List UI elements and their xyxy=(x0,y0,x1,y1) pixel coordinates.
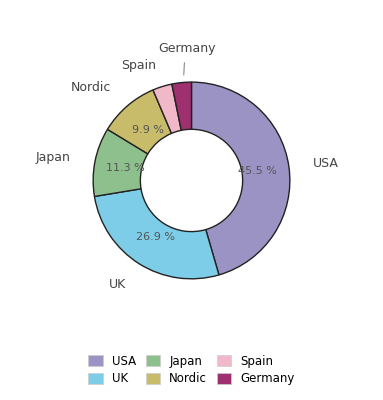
Text: Germany: Germany xyxy=(158,42,215,55)
Wedge shape xyxy=(153,84,181,133)
Wedge shape xyxy=(172,82,192,130)
Text: Japan: Japan xyxy=(36,150,71,164)
Legend: USA, UK, Japan, Nordic, Spain, Germany: USA, UK, Japan, Nordic, Spain, Germany xyxy=(84,350,299,390)
Wedge shape xyxy=(95,189,219,279)
Text: 9.9 %: 9.9 % xyxy=(132,125,164,135)
Wedge shape xyxy=(93,129,148,196)
Wedge shape xyxy=(192,82,290,275)
Text: 45.5 %: 45.5 % xyxy=(238,166,277,176)
Text: 11.3 %: 11.3 % xyxy=(106,163,145,173)
Text: 26.9 %: 26.9 % xyxy=(136,232,175,242)
Text: Spain: Spain xyxy=(121,59,156,72)
Text: USA: USA xyxy=(313,157,339,170)
Wedge shape xyxy=(108,90,172,154)
Text: UK: UK xyxy=(109,278,126,291)
Text: Nordic: Nordic xyxy=(71,81,111,94)
